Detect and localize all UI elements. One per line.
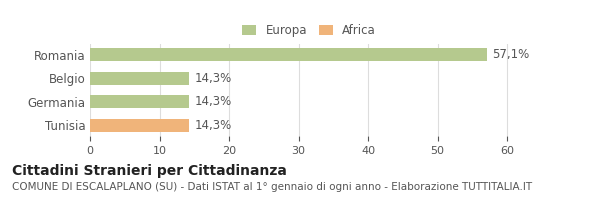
Text: COMUNE DI ESCALAPLANO (SU) - Dati ISTAT al 1° gennaio di ogni anno - Elaborazion: COMUNE DI ESCALAPLANO (SU) - Dati ISTAT …	[12, 182, 532, 192]
Legend: Europa, Africa: Europa, Africa	[238, 20, 380, 41]
Text: Cittadini Stranieri per Cittadinanza: Cittadini Stranieri per Cittadinanza	[12, 164, 287, 178]
Text: 57,1%: 57,1%	[493, 48, 530, 61]
Bar	[90, 95, 190, 108]
Text: 14,3%: 14,3%	[195, 119, 232, 132]
Text: 14,3%: 14,3%	[195, 72, 232, 85]
Bar	[90, 72, 190, 85]
Bar	[90, 48, 487, 61]
Bar	[90, 119, 190, 132]
Text: 14,3%: 14,3%	[195, 95, 232, 108]
